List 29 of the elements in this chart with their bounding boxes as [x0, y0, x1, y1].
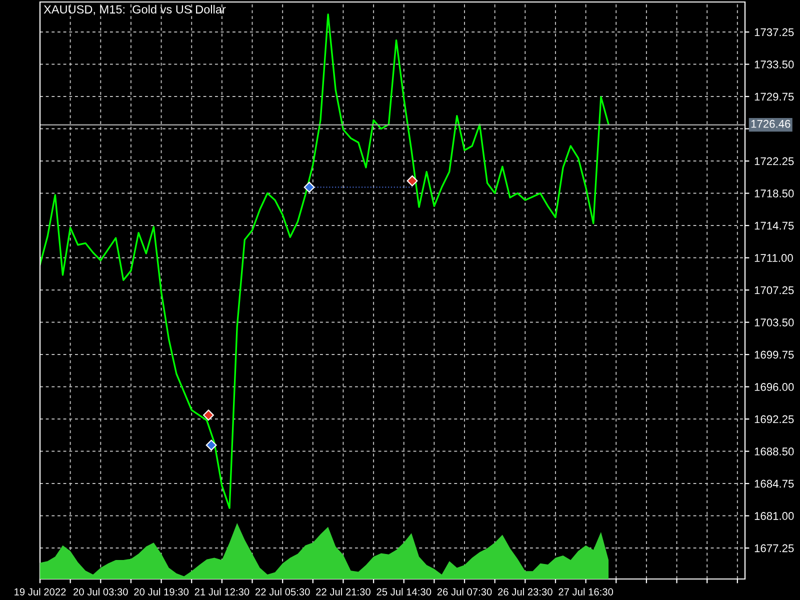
x-tick-label: 21 Jul 12:30	[194, 588, 250, 596]
y-tick-label: 1737.25	[754, 28, 794, 36]
y-tick-label: 1684.75	[754, 480, 794, 488]
y-tick-label: 1711.00	[754, 254, 793, 262]
x-tick-label: 22 Jul 05:30	[255, 588, 310, 596]
y-tick-label: 1733.50	[754, 60, 794, 68]
x-tick-label: 26 Jul 07:30	[437, 588, 492, 596]
y-tick-label: 1688.50	[754, 448, 794, 456]
x-tick-label: 26 Jul 23:30	[498, 588, 552, 596]
y-tick-label: 1714.75	[754, 222, 794, 230]
y-tick-label: 1707.25	[754, 286, 794, 294]
y-tick-label: 1722.25	[754, 157, 794, 166]
x-tick-label: 20 Jul 19:30	[134, 588, 189, 596]
ref-line-label: 1726.46	[751, 120, 790, 128]
y-tick-label: 1718.50	[754, 190, 794, 198]
x-tick-label: 20 Jul 03:30	[74, 588, 128, 596]
chart-title: XAUUSD, M15: Gold vs US Dollar	[44, 4, 226, 15]
x-tick-label: 19 Jul 2022	[14, 588, 66, 596]
y-tick-label: 1692.25	[754, 415, 794, 424]
y-tick-label: 1729.75	[754, 92, 794, 101]
y-tick-label: 1699.75	[754, 350, 794, 359]
y-tick-label: 1681.00	[754, 512, 794, 520]
x-tick-label: 22 Jul 21:30	[316, 588, 370, 596]
x-tick-label: 25 Jul 14:30	[376, 588, 432, 596]
y-tick-label: 1696.00	[754, 383, 794, 391]
y-tick-label: 1703.50	[754, 318, 794, 326]
y-tick-label: 1677.25	[754, 544, 794, 552]
x-tick-label: 27 Jul 16:30	[558, 588, 614, 596]
line-series	[40, 14, 610, 509]
